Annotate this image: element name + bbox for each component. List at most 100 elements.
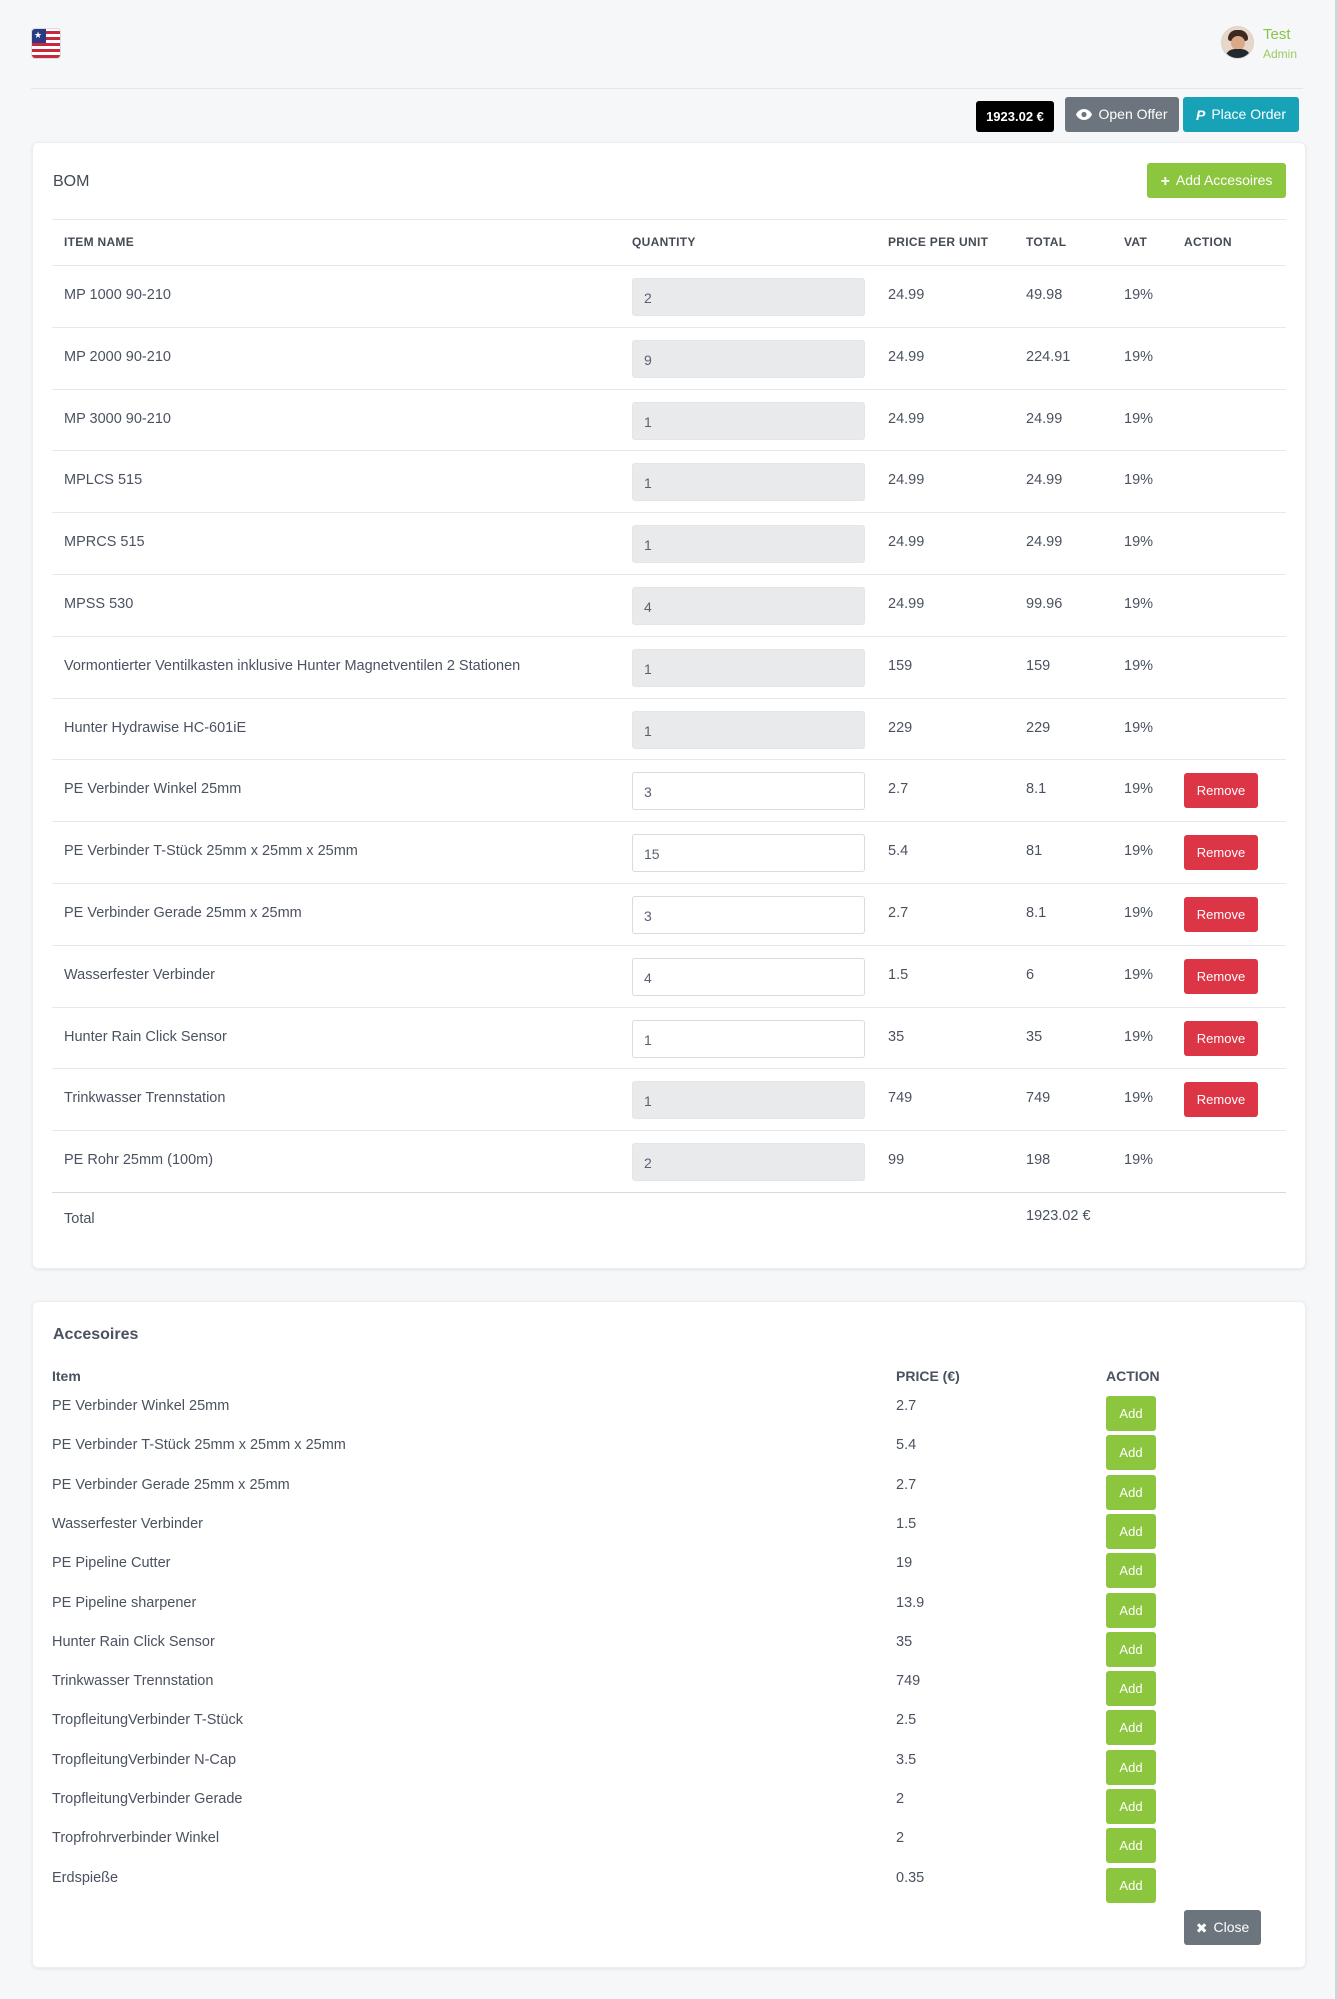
remove-button[interactable]: Remove <box>1184 1021 1258 1056</box>
bom-vat: 19% <box>1124 1029 1154 1045</box>
quantity-input[interactable]: 3 <box>632 772 865 810</box>
add-accessory-button[interactable]: Add <box>1106 1553 1156 1588</box>
remove-button[interactable]: Remove <box>1184 1082 1258 1117</box>
bom-item-name: MP 2000 90-210 <box>64 349 171 365</box>
quantity-input[interactable]: 4 <box>632 958 865 996</box>
accessories-title: Accesoires <box>53 1326 139 1343</box>
accessory-name: TropfleitungVerbinder N-Cap <box>52 1752 237 1768</box>
bom-vat: 19% <box>1124 287 1154 303</box>
open-offer-label: Open Offer <box>1098 106 1168 122</box>
accessory-name: Erdspieße <box>52 1870 119 1886</box>
bom-item-name: Vormontierter Ventilkasten inklusive Hun… <box>64 658 521 674</box>
accessories-card: Accesoires <box>32 1301 1306 1968</box>
order-total-badge: 1923.02 € <box>976 101 1054 132</box>
bom-total: 229 <box>1026 720 1051 736</box>
accessory-price: 19 <box>896 1555 913 1571</box>
col-item-name: ITEM NAME <box>64 235 135 249</box>
us-flag-icon[interactable]: ★ <box>31 28 61 59</box>
quantity-input[interactable]: 1 <box>632 525 865 563</box>
accessory-price: 5.4 <box>896 1437 917 1453</box>
close-button[interactable]: ✖ Close <box>1184 1910 1261 1945</box>
bom-price-per-unit: 229 <box>888 720 913 736</box>
accessory-name: Trinkwasser Trennstation <box>52 1673 214 1689</box>
place-order-button[interactable]: P Place Order <box>1183 97 1299 132</box>
bom-item-name: Wasserfester Verbinder <box>64 967 215 983</box>
add-accessory-button[interactable]: Add <box>1106 1789 1156 1824</box>
quantity-input[interactable]: 9 <box>632 340 865 378</box>
col-price-per-unit: PRICE PER UNIT <box>888 235 989 249</box>
bom-vat: 19% <box>1124 905 1154 921</box>
add-accessory-button[interactable]: Add <box>1106 1435 1156 1470</box>
remove-button[interactable]: Remove <box>1184 959 1258 994</box>
col-total: TOTAL <box>1026 235 1067 249</box>
paypal-icon: P <box>1195 106 1206 123</box>
add-accessory-button[interactable]: Add <box>1106 1868 1156 1903</box>
bom-price-per-unit: 24.99 <box>888 349 925 365</box>
bom-price-per-unit: 5.4 <box>888 843 909 859</box>
bom-item-name: MPLCS 515 <box>64 472 143 488</box>
bom-vat: 19% <box>1124 781 1154 797</box>
quantity-input[interactable]: 1 <box>632 1020 865 1058</box>
bom-total: 8.1 <box>1026 905 1047 921</box>
bom-total: 749 <box>1026 1090 1051 1106</box>
quantity-input[interactable]: 4 <box>632 587 865 625</box>
bom-item-name: Hunter Hydrawise HC-601iE <box>64 720 247 736</box>
bom-price-per-unit: 24.99 <box>888 534 925 550</box>
col-vat: VAT <box>1124 235 1148 249</box>
accessory-price: 749 <box>896 1673 921 1689</box>
bom-item-name: PE Verbinder T-Stück 25mm x 25mm x 25mm <box>64 843 358 859</box>
remove-button[interactable]: Remove <box>1184 773 1258 808</box>
quantity-input[interactable]: 2 <box>632 1143 865 1181</box>
bom-vat: 19% <box>1124 596 1154 612</box>
add-accessories-button[interactable]: + Add Accesoires <box>1147 163 1286 198</box>
bom-price-per-unit: 1.5 <box>888 967 909 983</box>
bom-total: 8.1 <box>1026 781 1047 797</box>
add-accessory-button[interactable]: Add <box>1106 1710 1156 1745</box>
remove-button[interactable]: Remove <box>1184 897 1258 932</box>
add-accessory-button[interactable]: Add <box>1106 1514 1156 1549</box>
quantity-input[interactable]: 2 <box>632 278 865 316</box>
quantity-input[interactable]: 1 <box>632 649 865 687</box>
bom-vat: 19% <box>1124 1152 1154 1168</box>
bom-price-per-unit: 24.99 <box>888 596 925 612</box>
add-accessory-button[interactable]: Add <box>1106 1671 1156 1706</box>
plus-icon: + <box>1160 172 1170 190</box>
add-accessory-button[interactable]: Add <box>1106 1475 1156 1510</box>
quantity-input[interactable]: 1 <box>632 1081 865 1119</box>
add-accessory-button[interactable]: Add <box>1106 1632 1156 1667</box>
bom-price-per-unit: 24.99 <box>888 287 925 303</box>
accessory-price: 1.5 <box>896 1516 917 1532</box>
open-offer-button[interactable]: Open Offer <box>1065 97 1179 132</box>
quantity-input[interactable]: 15 <box>632 834 865 872</box>
accessory-price: 35 <box>896 1634 913 1650</box>
accessory-name: PE Verbinder T-Stück 25mm x 25mm x 25mm <box>52 1437 346 1453</box>
bom-vat: 19% <box>1124 843 1154 859</box>
avatar[interactable] <box>1221 26 1254 59</box>
bom-total: 159 <box>1026 658 1051 674</box>
col-quantity: QUANTITY <box>632 235 696 249</box>
quantity-input[interactable]: 1 <box>632 711 865 749</box>
accessory-price: 2 <box>896 1791 905 1807</box>
acc-col-action: ACTION <box>1106 1368 1160 1384</box>
bom-total: 198 <box>1026 1152 1051 1168</box>
bom-total: 24.99 <box>1026 472 1063 488</box>
bom-item-name: MP 3000 90-210 <box>64 411 171 427</box>
top-bar: ★ Test Admin <box>31 0 1303 89</box>
quantity-input[interactable]: 1 <box>632 402 865 440</box>
bom-price-per-unit: 159 <box>888 658 913 674</box>
bom-vat: 19% <box>1124 411 1154 427</box>
bom-vat: 19% <box>1124 658 1154 674</box>
remove-button[interactable]: Remove <box>1184 835 1258 870</box>
add-accessory-button[interactable]: Add <box>1106 1593 1156 1628</box>
quantity-input[interactable]: 1 <box>632 463 865 501</box>
add-accessory-button[interactable]: Add <box>1106 1396 1156 1431</box>
bom-item-name: Trinkwasser Trennstation <box>64 1090 226 1106</box>
quantity-input[interactable]: 3 <box>632 896 865 934</box>
acc-col-item: Item <box>52 1368 81 1384</box>
add-accessory-button[interactable]: Add <box>1106 1750 1156 1785</box>
accessory-name: Tropfrohrverbinder Winkel <box>52 1830 220 1846</box>
add-accessory-button[interactable]: Add <box>1106 1828 1156 1863</box>
user-menu[interactable]: Test Admin <box>1221 22 1303 66</box>
user-name: Test <box>1263 26 1291 43</box>
close-icon: ✖ <box>1195 1919 1208 1936</box>
